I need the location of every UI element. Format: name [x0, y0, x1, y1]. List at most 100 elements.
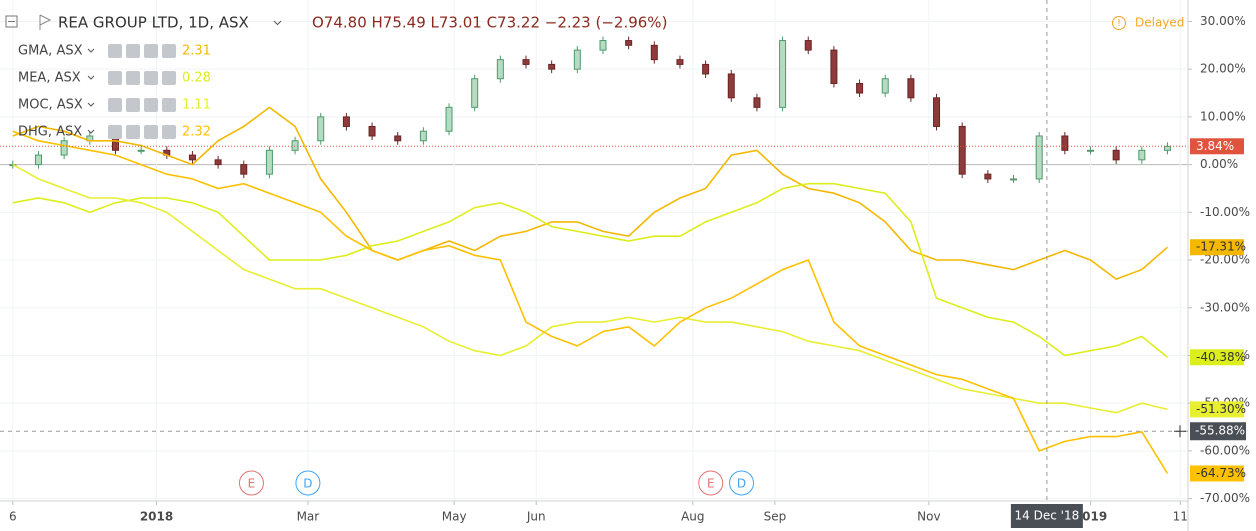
candle-body — [804, 40, 812, 51]
candle-body — [317, 116, 325, 142]
legend-button[interactable] — [144, 125, 158, 139]
legend-button[interactable] — [162, 125, 176, 139]
last-price-label: 3.84% — [1196, 139, 1234, 153]
candle-body — [1163, 145, 1171, 151]
y-tick-label: -10.00% — [1200, 205, 1250, 219]
event-label: D — [303, 477, 312, 491]
legend-button[interactable] — [144, 44, 158, 58]
comparison-line — [12, 130, 1169, 474]
candle-body — [1010, 178, 1018, 181]
dropdown-icon — [87, 102, 95, 107]
legend-name[interactable]: DHG, ASX — [18, 125, 82, 140]
candle-body — [881, 78, 889, 94]
candle-body — [727, 73, 735, 99]
legend-button[interactable] — [144, 98, 158, 112]
legend-button[interactable] — [108, 98, 122, 112]
candle-body — [1086, 149, 1094, 152]
legend-button[interactable] — [126, 71, 140, 85]
legend-button[interactable] — [162, 44, 176, 58]
series-end-label-box — [1190, 465, 1244, 482]
x-tick-label: May — [442, 510, 467, 524]
crosshair-plus[interactable] — [1174, 425, 1186, 438]
candle-body — [753, 97, 761, 108]
legend-button[interactable] — [126, 125, 140, 139]
event-label: E — [248, 477, 256, 491]
y-tick-label: 20.00% — [1200, 62, 1246, 76]
collapse-button[interactable] — [5, 15, 18, 28]
candle-body — [958, 125, 966, 175]
candle-body — [1138, 149, 1146, 161]
series-end-label: -51.30% — [1196, 402, 1246, 416]
legend-name[interactable]: GMA, ASX — [18, 44, 83, 59]
y-tick-label: 0.00% — [1200, 157, 1238, 171]
series-end-label: -40.38% — [1196, 350, 1246, 364]
candle-body — [779, 40, 787, 108]
y-tick-label: 10.00% — [1200, 109, 1246, 123]
series-end-label: -64.73% — [1196, 466, 1246, 480]
legend-button[interactable] — [162, 71, 176, 85]
delayed-icon-mark: ! — [1117, 18, 1121, 29]
legend-button[interactable] — [126, 44, 140, 58]
series-end-label: -17.31% — [1196, 240, 1246, 254]
crosshair-price-box — [1190, 422, 1246, 441]
y-tick-label: -60.00% — [1200, 443, 1250, 457]
legend-button[interactable] — [108, 71, 122, 85]
candle-body — [573, 49, 581, 70]
legend-button[interactable] — [108, 125, 122, 139]
x-tick-label: 2018 — [140, 510, 173, 524]
y-tick-label: -30.00% — [1200, 300, 1250, 314]
candle-body — [599, 40, 607, 51]
legend-price: 0.28 — [182, 71, 211, 86]
candle-body — [1061, 135, 1069, 151]
crosshair-price-label: -55.88% — [1195, 424, 1245, 438]
event-marker[interactable] — [238, 470, 264, 496]
legend-button[interactable] — [126, 98, 140, 112]
candle-body — [650, 44, 658, 61]
legend-button[interactable] — [144, 71, 158, 85]
legend-button[interactable] — [108, 44, 122, 58]
candle-body — [214, 159, 222, 166]
candle-body — [522, 59, 530, 65]
legend-name[interactable]: MEA, ASX — [18, 71, 81, 86]
candle-body — [625, 40, 633, 46]
comparison-line — [12, 163, 1168, 414]
crosshair-time-box — [1010, 504, 1083, 528]
series-end-label-box — [1190, 239, 1244, 256]
x-tick-label: Mar — [297, 510, 320, 524]
dropdown-icon — [87, 75, 95, 80]
candle-body — [907, 78, 915, 99]
event-marker[interactable] — [698, 470, 724, 496]
event-label: E — [707, 477, 715, 491]
candle-body — [984, 173, 992, 180]
flag-icon — [39, 14, 52, 30]
crosshair-time-label: 14 Dec '18 — [1015, 509, 1080, 523]
series-end-label-box — [1190, 349, 1244, 366]
x-tick-label: Sep — [764, 510, 787, 524]
symbol-title[interactable]: REA GROUP LTD, 1D, ASX — [58, 14, 249, 32]
y-tick-label: -20.00% — [1200, 253, 1250, 267]
x-tick-label: 6 — [9, 510, 17, 524]
event-marker[interactable] — [295, 470, 321, 496]
legend-price: 1.11 — [182, 98, 211, 113]
candle-body — [419, 130, 427, 142]
candle-body — [548, 63, 556, 70]
event-label: D — [737, 477, 746, 491]
candle-body — [830, 49, 838, 84]
candle-body — [342, 116, 350, 127]
candle-body — [702, 63, 710, 75]
candle-body — [188, 154, 196, 161]
x-tick-label: Aug — [681, 510, 704, 524]
candle-body — [60, 140, 68, 156]
dropdown-icon — [273, 20, 282, 26]
candle-body — [496, 59, 504, 80]
candle-body — [856, 83, 864, 94]
y-tick-label: 30.00% — [1200, 14, 1246, 28]
candle-body — [265, 149, 273, 175]
x-tick-label: Jun — [526, 510, 546, 524]
event-marker[interactable] — [729, 470, 755, 496]
delayed-status[interactable]: Delayed — [1135, 16, 1184, 30]
comparison-line — [12, 106, 1169, 281]
legend-button[interactable] — [162, 98, 176, 112]
legend-name[interactable]: MOC, ASX — [18, 98, 83, 113]
